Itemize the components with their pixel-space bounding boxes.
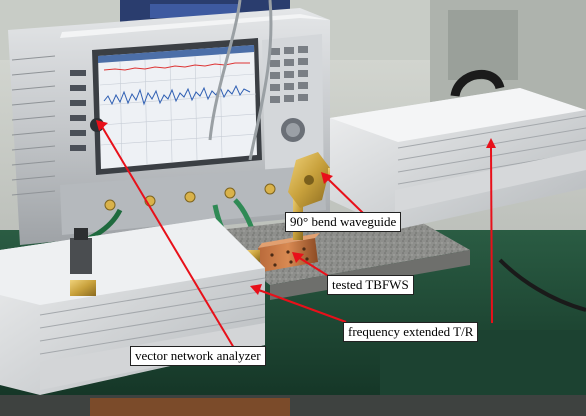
extender-right-handle: [450, 69, 505, 98]
pointer-lines: [100, 124, 493, 349]
extender-right-top: [330, 88, 586, 142]
pointer-tbfws: [297, 256, 331, 278]
label-tested-tbfws: tested TBFWS: [327, 275, 414, 295]
extender-left-ribs: [39, 277, 266, 355]
label-frequency-extended-tr: frequency extended T/R: [343, 322, 479, 342]
tbfws-top: [258, 233, 320, 248]
extender-left-waveguide-port: [70, 280, 96, 296]
extender-left-top: [0, 218, 265, 305]
extender-left-connector-cap: [74, 228, 88, 240]
front-floor: [0, 395, 586, 416]
bend-waveguide-port: [304, 175, 314, 185]
extender-left-connector: [70, 238, 92, 274]
front-wood: [90, 398, 290, 416]
vna-screen-grid: [99, 53, 258, 167]
pointer-analyzer: [100, 124, 235, 349]
vna-trace-red: [103, 62, 250, 71]
pointer-bend: [326, 177, 364, 214]
tbfws-device: [258, 238, 318, 272]
vna-softkeys: [70, 70, 86, 151]
vna-screen: [98, 45, 257, 169]
pointer-heads: [96, 120, 496, 295]
label-bend-waveguide: 90° bend waveguide: [285, 212, 402, 232]
background-box: [448, 10, 518, 80]
pointer-extender-left: [255, 288, 347, 323]
vna-screen-titlebar: [98, 45, 254, 63]
vna-side-fins: [11, 55, 56, 196]
vna-buttons: [270, 46, 308, 103]
vna-top-edge: [60, 14, 330, 38]
tbfws-screws: [270, 247, 309, 267]
label-vector-network-analyzer: vector network analyzer: [130, 346, 266, 366]
vna-knob-center: [286, 123, 300, 137]
vna-trace-blue: [103, 84, 251, 106]
pointer-extender-right: [490, 147, 493, 324]
